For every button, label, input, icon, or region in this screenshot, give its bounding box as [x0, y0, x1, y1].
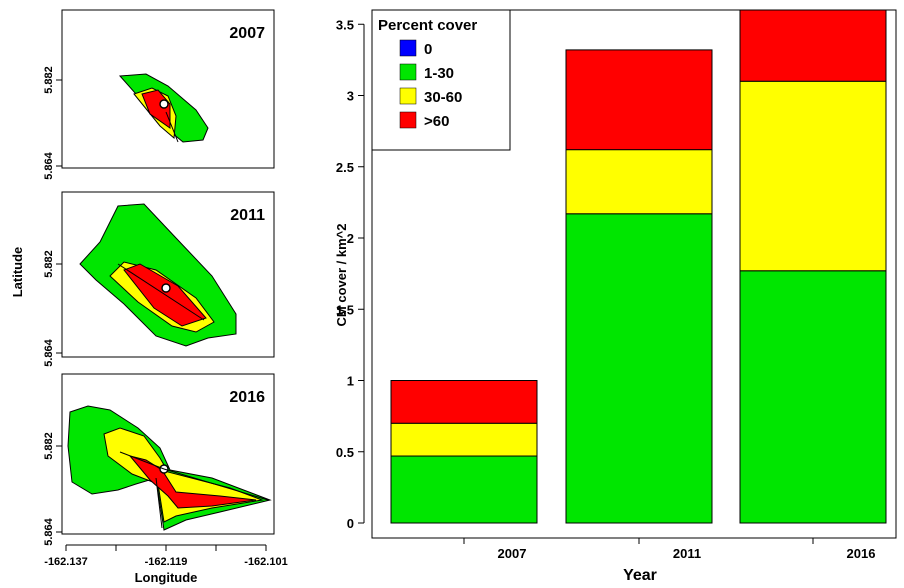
legend-label: 30-60 — [424, 89, 462, 106]
lat-tick-label: 5.864 — [43, 151, 55, 179]
vent-marker — [159, 99, 169, 109]
legend: Percent cover 0 1-30 30-60 >60 — [371, 9, 511, 151]
bar-segment-2016-1-30 — [739, 270, 887, 524]
fissure-line — [165, 111, 179, 143]
y-tick-label: 0 — [347, 516, 354, 531]
legend-swatch — [399, 87, 417, 105]
x-axis: 2007 2011 2016 — [463, 538, 876, 561]
latitude-tick-labels: 5.882 5.864 5.882 5.864 5.882 5.864 — [43, 66, 55, 546]
y-tick-label: 1 — [347, 374, 354, 389]
legend-label: 1-30 — [424, 65, 454, 82]
lat-tick-label: 5.882 — [43, 250, 55, 278]
vent-marker — [161, 283, 171, 293]
y-tick-label: 1.5 — [336, 302, 354, 317]
lon-tick-label: -162.101 — [244, 556, 287, 568]
bar-segment-2007->60 — [390, 380, 538, 424]
legend-swatch — [399, 111, 417, 129]
map-panel-2011: 2011 — [61, 191, 275, 358]
y-tick-label: 3.5 — [336, 17, 354, 32]
map-panel-year: 2011 — [230, 207, 265, 224]
latitude-axis-label: Latitude — [10, 247, 25, 298]
y-tick-label: 2.5 — [336, 160, 354, 175]
bars — [390, 9, 887, 524]
bar-segment-2016-30-60 — [739, 80, 887, 272]
bar-segment-2016->60 — [739, 9, 887, 82]
map-panel-2016: 2016 — [61, 373, 275, 535]
bar-segment-2007-30-60 — [390, 422, 538, 457]
legend-swatch — [399, 39, 417, 57]
latitude-axis — [56, 79, 62, 533]
x-tick-label: 2007 — [498, 546, 527, 561]
fissure-line — [155, 477, 163, 529]
fissure-line — [163, 468, 269, 501]
y-tick-label: 0.5 — [336, 445, 354, 460]
lat-tick-label: 5.882 — [43, 432, 55, 460]
y-tick-label: 2 — [347, 231, 354, 246]
bar-chart: 0 0.5 1 1.5 2 2.5 3 3.5 2007 2011 2016 CM cover /… — [334, 9, 897, 584]
bar-segment-2011-1-30 — [565, 213, 713, 524]
lon-tick-label: -162.137 — [44, 556, 87, 568]
lat-tick-label: 5.864 — [43, 338, 55, 366]
legend-swatch — [399, 63, 417, 81]
longitude-axis-label: Longitude — [135, 570, 198, 585]
lat-tick-label: 5.882 — [43, 66, 55, 94]
lat-tick-label: 5.864 — [43, 517, 55, 545]
map-panel-year: 2016 — [229, 389, 265, 406]
bar-segment-2011-30-60 — [565, 149, 713, 215]
bar-segment-2011->60 — [565, 49, 713, 151]
y-axis: 0 0.5 1 1.5 2 2.5 3 3.5 — [336, 17, 365, 531]
legend-label: >60 — [424, 113, 449, 130]
x-tick-label: 2011 — [673, 546, 701, 561]
legend-title: Percent cover — [378, 17, 477, 34]
x-tick-label: 2016 — [847, 546, 876, 561]
fissure-line — [117, 263, 205, 321]
map-panel-year: 2007 — [229, 25, 265, 42]
plot-frame — [371, 9, 897, 539]
legend-label: 0 — [424, 41, 432, 58]
legend-items: 0 1-30 30-60 >60 — [399, 39, 462, 130]
y-axis-label: CM cover / km^2 — [334, 224, 349, 327]
lon-tick-label: -162.119 — [145, 556, 188, 568]
x-axis-label: Year — [623, 567, 657, 584]
bar-segment-2007-1-30 — [390, 455, 538, 524]
legend-box — [371, 9, 511, 151]
y-tick-label: 3 — [347, 89, 354, 104]
map-panels: 2007 2011 2016 — [10, 9, 288, 585]
fissure-line — [119, 451, 165, 470]
longitude-axis — [65, 544, 267, 551]
map-panel-2007: 2007 — [61, 9, 275, 169]
